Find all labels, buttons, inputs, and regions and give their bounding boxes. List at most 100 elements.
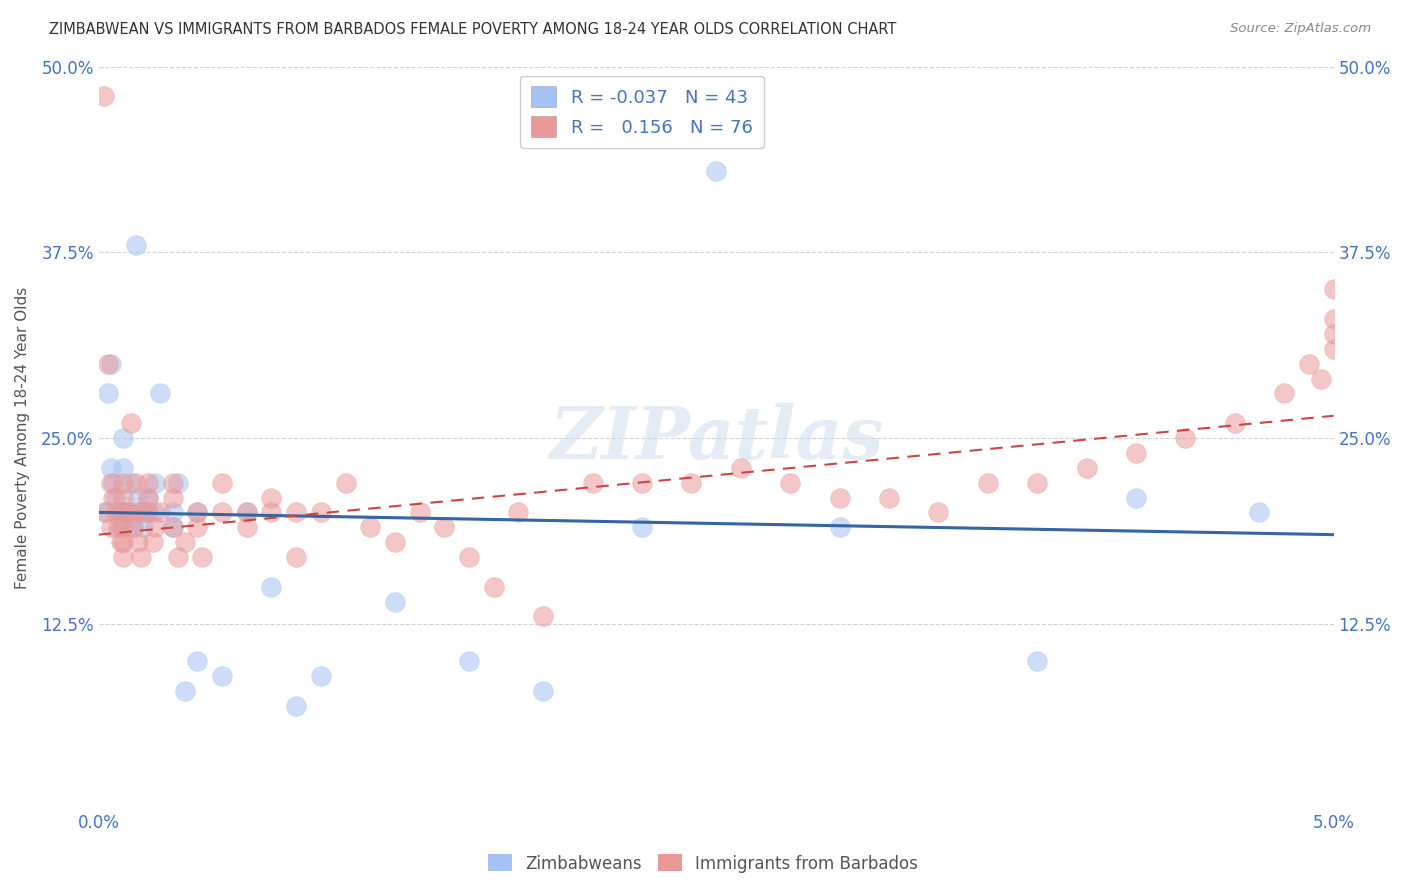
Point <box>132 520 155 534</box>
Point <box>149 386 172 401</box>
Point <box>142 535 165 549</box>
Point <box>1125 446 1147 460</box>
Point <box>1272 386 1295 401</box>
Legend: R = -0.037   N = 43, R =   0.156   N = 76: R = -0.037 N = 43, R = 0.156 N = 76 <box>520 76 763 148</box>
Point <box>1322 312 1344 326</box>
Point <box>631 475 654 490</box>
Point <box>186 654 208 668</box>
Point <box>359 520 381 534</box>
Point <box>122 520 145 534</box>
Point <box>145 520 167 534</box>
Point <box>127 491 149 505</box>
Point <box>103 491 125 505</box>
Point <box>112 460 135 475</box>
Point <box>162 520 184 534</box>
Point <box>508 505 530 519</box>
Point <box>211 475 233 490</box>
Point <box>162 475 184 490</box>
Point <box>458 654 481 668</box>
Point <box>136 491 159 505</box>
Point <box>129 549 152 564</box>
Point <box>260 580 283 594</box>
Point <box>285 505 308 519</box>
Point <box>1026 654 1049 668</box>
Point <box>211 669 233 683</box>
Point <box>174 535 197 549</box>
Point <box>94 505 117 519</box>
Point <box>1125 491 1147 505</box>
Point <box>828 520 851 534</box>
Point <box>103 475 125 490</box>
Point <box>166 549 188 564</box>
Point <box>1076 460 1098 475</box>
Point <box>166 475 188 490</box>
Point <box>191 549 214 564</box>
Point <box>531 609 554 624</box>
Point <box>112 505 135 519</box>
Point <box>93 89 115 103</box>
Point <box>260 491 283 505</box>
Point <box>145 475 167 490</box>
Point <box>122 520 145 534</box>
Point <box>1223 416 1246 430</box>
Point <box>285 698 308 713</box>
Point <box>1322 327 1344 342</box>
Point <box>112 491 135 505</box>
Point <box>730 460 752 475</box>
Point <box>124 505 146 519</box>
Point <box>384 535 406 549</box>
Point <box>236 520 259 534</box>
Point <box>93 505 115 519</box>
Point <box>927 505 949 519</box>
Point <box>136 475 159 490</box>
Point <box>124 238 146 252</box>
Point <box>531 683 554 698</box>
Text: Source: ZipAtlas.com: Source: ZipAtlas.com <box>1230 22 1371 36</box>
Point <box>1298 357 1320 371</box>
Point <box>110 520 132 534</box>
Point <box>129 505 152 519</box>
Point <box>828 491 851 505</box>
Text: ZIMBABWEAN VS IMMIGRANTS FROM BARBADOS FEMALE POVERTY AMONG 18-24 YEAR OLDS CORR: ZIMBABWEAN VS IMMIGRANTS FROM BARBADOS F… <box>49 22 897 37</box>
Point <box>162 491 184 505</box>
Point <box>681 475 703 490</box>
Point <box>97 386 120 401</box>
Point <box>309 669 332 683</box>
Point <box>1249 505 1271 519</box>
Point <box>260 505 283 519</box>
Point <box>186 505 208 519</box>
Point <box>309 505 332 519</box>
Point <box>132 505 155 519</box>
Point <box>136 491 159 505</box>
Point <box>384 594 406 608</box>
Point <box>117 505 139 519</box>
Point <box>211 505 233 519</box>
Point <box>100 357 122 371</box>
Point <box>162 505 184 519</box>
Point <box>112 549 135 564</box>
Point <box>335 475 357 490</box>
Point <box>482 580 505 594</box>
Point <box>104 505 127 519</box>
Point <box>174 683 197 698</box>
Point <box>112 431 135 445</box>
Point <box>186 520 208 534</box>
Point <box>162 520 184 534</box>
Point <box>110 535 132 549</box>
Point <box>408 505 430 519</box>
Point <box>112 505 135 519</box>
Point <box>127 535 149 549</box>
Point <box>124 475 146 490</box>
Point <box>149 505 172 519</box>
Point <box>581 475 603 490</box>
Point <box>779 475 801 490</box>
Point <box>112 535 135 549</box>
Point <box>186 505 208 519</box>
Text: ZIPatlas: ZIPatlas <box>548 402 883 474</box>
Point <box>100 460 122 475</box>
Point <box>1174 431 1197 445</box>
Point <box>236 505 259 519</box>
Y-axis label: Female Poverty Among 18-24 Year Olds: Female Poverty Among 18-24 Year Olds <box>15 287 30 590</box>
Point <box>107 520 129 534</box>
Point <box>1322 342 1344 356</box>
